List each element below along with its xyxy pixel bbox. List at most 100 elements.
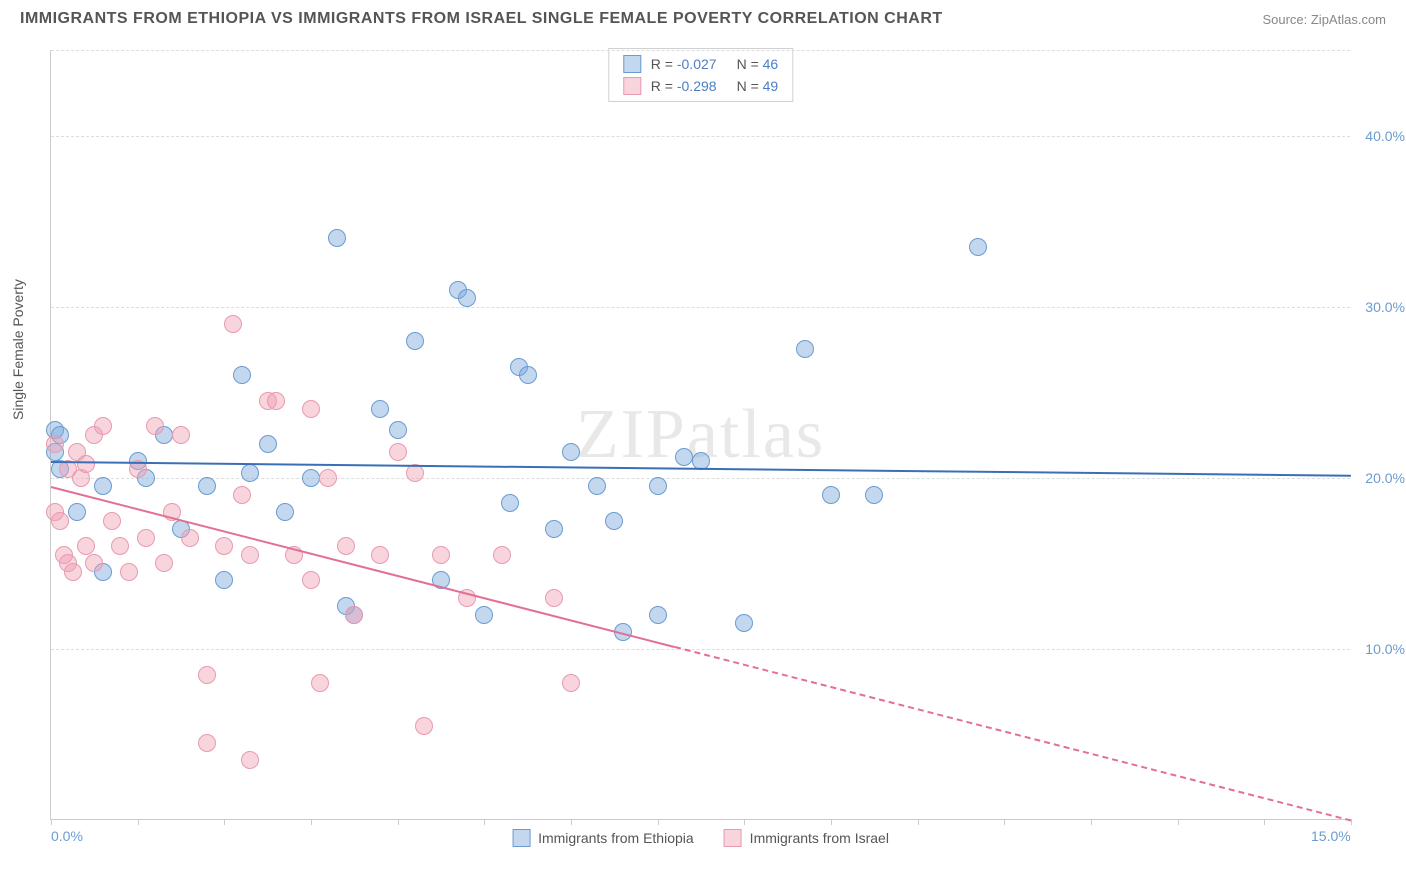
data-point xyxy=(562,674,580,692)
x-tick-label: 15.0% xyxy=(1311,828,1351,844)
x-tick-mark xyxy=(138,819,139,825)
data-point xyxy=(588,477,606,495)
legend-item: Immigrants from Israel xyxy=(724,829,889,847)
data-point xyxy=(302,571,320,589)
data-point xyxy=(120,563,138,581)
data-point xyxy=(328,229,346,247)
x-tick-mark xyxy=(744,819,745,825)
legend-swatch xyxy=(512,829,530,847)
data-point xyxy=(198,666,216,684)
trend-line-extrapolated xyxy=(675,647,1351,822)
data-point xyxy=(51,512,69,530)
legend-item: Immigrants from Ethiopia xyxy=(512,829,694,847)
data-point xyxy=(85,554,103,572)
data-point xyxy=(415,717,433,735)
data-point xyxy=(77,455,95,473)
data-point xyxy=(267,392,285,410)
data-point xyxy=(215,571,233,589)
x-tick-mark xyxy=(571,819,572,825)
data-point xyxy=(796,340,814,358)
data-point xyxy=(241,751,259,769)
legend-r-label: R = -0.027 xyxy=(651,56,717,72)
data-point xyxy=(735,614,753,632)
legend-r-label: R = -0.298 xyxy=(651,78,717,94)
legend-label: Immigrants from Ethiopia xyxy=(538,830,694,846)
x-tick-mark xyxy=(1178,819,1179,825)
x-tick-mark xyxy=(398,819,399,825)
chart-title: IMMIGRANTS FROM ETHIOPIA VS IMMIGRANTS F… xyxy=(20,10,943,28)
data-point xyxy=(865,486,883,504)
legend-swatch xyxy=(724,829,742,847)
chart-source: Source: ZipAtlas.com xyxy=(1262,12,1386,27)
data-point xyxy=(432,546,450,564)
data-point xyxy=(198,734,216,752)
data-point xyxy=(172,426,190,444)
data-point xyxy=(137,529,155,547)
data-point xyxy=(259,435,277,453)
trend-line xyxy=(51,486,675,648)
data-point xyxy=(675,448,693,466)
gridline xyxy=(51,136,1350,137)
x-tick-mark xyxy=(831,819,832,825)
data-point xyxy=(822,486,840,504)
legend-swatch xyxy=(623,77,641,95)
gridline xyxy=(51,307,1350,308)
data-point xyxy=(406,332,424,350)
data-point xyxy=(103,512,121,530)
data-point xyxy=(233,486,251,504)
data-point xyxy=(649,477,667,495)
data-point xyxy=(458,289,476,307)
data-point xyxy=(241,546,259,564)
x-tick-mark xyxy=(51,819,52,825)
data-point xyxy=(64,563,82,581)
chart-header: IMMIGRANTS FROM ETHIOPIA VS IMMIGRANTS F… xyxy=(0,0,1406,32)
y-tick-label: 30.0% xyxy=(1365,299,1405,315)
data-point xyxy=(146,417,164,435)
data-point xyxy=(215,537,233,555)
data-point xyxy=(302,400,320,418)
data-point xyxy=(68,503,86,521)
x-tick-mark xyxy=(1264,819,1265,825)
gridline xyxy=(51,50,1350,51)
x-tick-mark xyxy=(224,819,225,825)
data-point xyxy=(562,443,580,461)
data-point xyxy=(311,674,329,692)
data-point xyxy=(302,469,320,487)
data-point xyxy=(46,435,64,453)
data-point xyxy=(969,238,987,256)
correlation-legend: R = -0.027N = 46R = -0.298N = 49 xyxy=(608,48,793,102)
legend-swatch xyxy=(623,55,641,73)
data-point xyxy=(501,494,519,512)
x-tick-mark xyxy=(1091,819,1092,825)
y-tick-label: 10.0% xyxy=(1365,641,1405,657)
data-point xyxy=(94,417,112,435)
legend-row: R = -0.027N = 46 xyxy=(623,53,778,75)
x-tick-mark xyxy=(918,819,919,825)
data-point xyxy=(155,554,173,572)
data-point xyxy=(94,477,112,495)
y-tick-label: 20.0% xyxy=(1365,470,1405,486)
series-legend: Immigrants from Ethiopia Immigrants from … xyxy=(512,829,889,847)
data-point xyxy=(111,537,129,555)
data-point xyxy=(276,503,294,521)
data-point xyxy=(545,589,563,607)
y-axis-label: Single Female Poverty xyxy=(10,279,26,420)
data-point xyxy=(233,366,251,384)
x-tick-mark xyxy=(1004,819,1005,825)
legend-row: R = -0.298N = 49 xyxy=(623,75,778,97)
data-point xyxy=(545,520,563,538)
data-point xyxy=(519,366,537,384)
data-point xyxy=(345,606,363,624)
data-point xyxy=(224,315,242,333)
data-point xyxy=(181,529,199,547)
data-point xyxy=(371,546,389,564)
x-tick-mark xyxy=(484,819,485,825)
data-point xyxy=(371,400,389,418)
y-tick-label: 40.0% xyxy=(1365,128,1405,144)
data-point xyxy=(319,469,337,487)
data-point xyxy=(389,443,407,461)
data-point xyxy=(241,464,259,482)
x-tick-mark xyxy=(311,819,312,825)
data-point xyxy=(77,537,95,555)
data-point xyxy=(493,546,511,564)
